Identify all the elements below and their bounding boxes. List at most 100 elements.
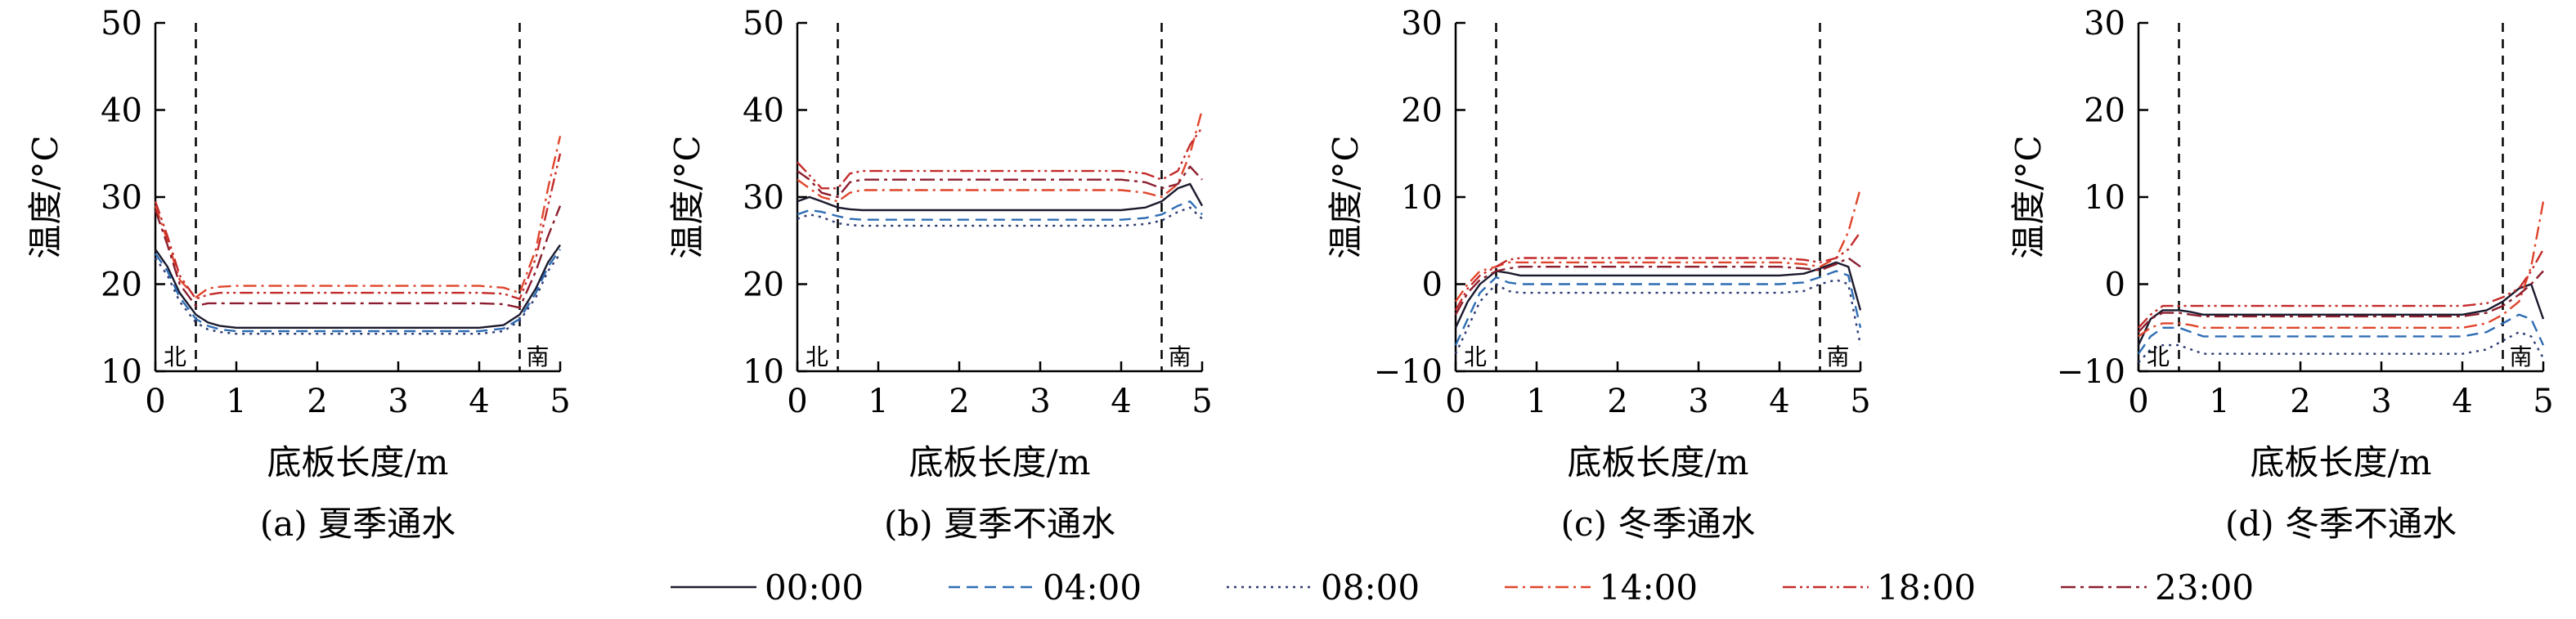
series-line-0400 [797,200,1203,221]
series-line-2300 [797,165,1203,199]
x-tick-label: 5 [550,383,570,420]
series-line-0000 [155,244,561,329]
x-tick-label: 2 [949,383,969,420]
y-tick-label: −10 [1374,353,1443,391]
region-label-north: 北 [2147,343,2170,370]
legend-label: 00:00 [765,567,864,608]
y-tick-label: 20 [2084,92,2125,130]
y-tick-label: −10 [2057,353,2125,391]
y-tick-label: 10 [101,353,142,391]
x-tick-label: 0 [1445,383,1465,420]
y-tick-label: 10 [1401,179,1443,217]
region-label-south: 南 [527,343,550,370]
y-tick-label: 30 [101,179,142,217]
series-line-0400 [1454,270,1862,346]
x-axis-label: 底板长度/m [2251,442,2432,482]
x-axis-label: 底板长度/m [1568,442,1749,482]
x-tick-label: 5 [1192,383,1212,420]
series-line-1800 [154,153,562,300]
y-axis-label: 温度/°C [1326,135,1366,258]
x-tick-label: 0 [2128,383,2148,420]
y-tick-label: 50 [743,5,784,43]
x-tick-label: 4 [1111,383,1131,420]
legend: 00:00 04:00 08:00 14:00 18:00 23:00 [671,567,2254,608]
y-tick-label: 0 [2105,267,2125,304]
x-axis-label: 底板长度/m [909,442,1091,482]
region-label-south: 南 [1169,343,1192,370]
region-label-north: 北 [806,343,828,370]
legend-label: 04:00 [1043,567,1142,608]
y-tick-label: 50 [101,5,142,43]
legend-label: 18:00 [1877,567,1976,608]
series-line-0000 [797,182,1204,212]
series-line-0800 [797,206,1203,227]
series-line-1800 [797,127,1203,190]
legend-label: 23:00 [2155,567,2254,608]
y-tick-label: 10 [743,353,784,391]
x-tick-label: 0 [145,383,165,420]
series-line-2300 [1454,257,1861,316]
series-line-1800 [2138,249,2545,329]
y-tick-label: 10 [2084,179,2125,217]
x-tick-label: 0 [787,383,807,420]
x-tick-label: 4 [469,383,489,420]
x-axis-label: 底板长度/m [267,442,449,482]
legend-label: 08:00 [1321,567,1420,608]
x-tick-label: 3 [388,383,408,420]
y-tick-label: 20 [1401,92,1443,130]
series-line-0800 [2138,330,2545,364]
y-tick-label: 30 [2084,5,2125,43]
x-tick-label: 5 [2533,383,2553,420]
region-label-north: 北 [1464,343,1487,370]
series-line-1400 [2138,201,2545,338]
y-tick-label: 40 [101,92,142,130]
x-tick-label: 3 [1030,383,1050,420]
region-label-north: 北 [164,343,186,370]
series-line-1800 [1454,231,1861,311]
x-tick-label: 1 [226,383,246,420]
y-axis-label: 温度/°C [667,135,707,258]
chart-caption: (a) 夏季通水 [260,504,456,544]
series-line-1400 [154,136,562,298]
y-axis-label: 温度/°C [2008,135,2049,258]
x-tick-label: 4 [2452,383,2472,420]
chart-caption: (d) 冬季不通水 [2225,504,2457,544]
series-line-0800 [155,253,561,335]
series-line-1400 [797,110,1204,203]
y-tick-label: 30 [743,179,784,217]
x-tick-label: 1 [2209,383,2229,420]
y-tick-label: 30 [1401,5,1443,43]
region-label-south: 南 [1827,343,1850,370]
x-tick-label: 3 [2371,383,2391,420]
series-line-0000 [1454,261,1862,329]
y-tick-label: 20 [743,267,784,304]
series-line-0400 [2138,313,2545,355]
y-axis-label: 温度/°C [25,135,65,258]
x-tick-label: 1 [868,383,888,420]
y-tick-label: 20 [101,267,142,304]
series-line-2300 [2138,270,2544,333]
x-tick-label: 3 [1688,383,1708,420]
y-tick-label: 0 [1422,267,1443,304]
x-tick-label: 1 [1526,383,1546,420]
chart-caption: (b) 夏季不通水 [884,504,1115,544]
x-tick-label: 2 [307,383,327,420]
y-tick-label: 40 [743,92,784,130]
legend-label: 14:00 [1599,567,1698,608]
x-tick-label: 2 [1607,383,1627,420]
x-tick-label: 4 [1769,383,1789,420]
chart-caption: (c) 冬季通水 [1561,504,1756,544]
series-line-0000 [2137,283,2545,346]
series-line-1400 [1455,187,1862,303]
x-tick-label: 2 [2290,383,2310,420]
series-line-0800 [1454,279,1862,355]
series-line-2300 [154,205,562,309]
region-label-south: 南 [2510,343,2533,370]
series-line-0400 [155,249,561,333]
x-tick-label: 5 [1850,383,1870,420]
